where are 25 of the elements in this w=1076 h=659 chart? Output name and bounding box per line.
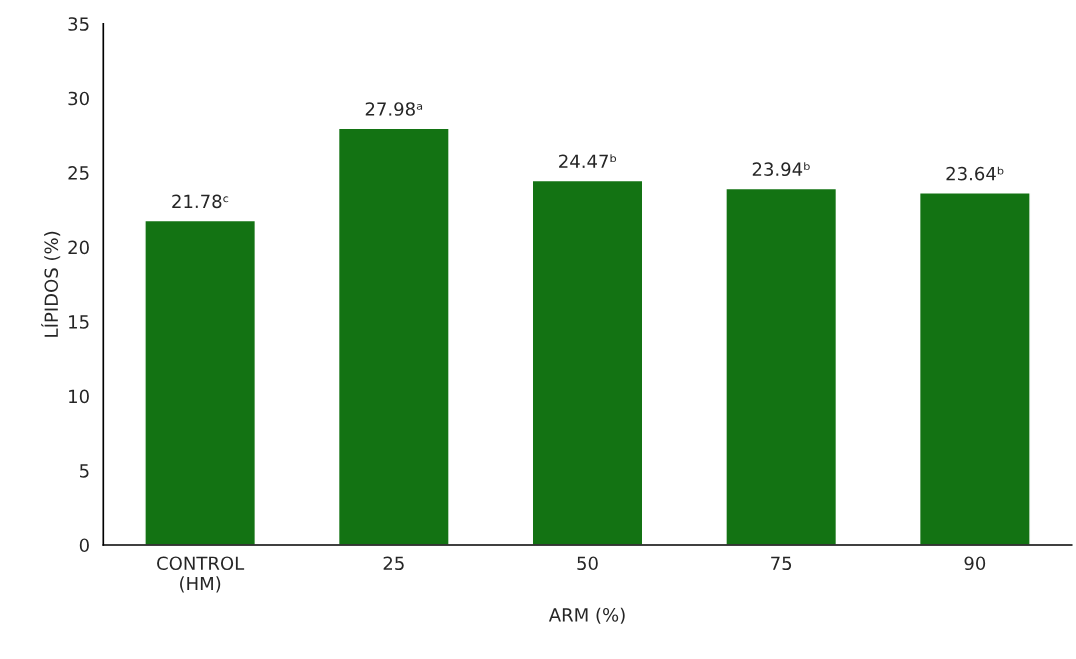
y-tick-label: 5 <box>80 464 89 478</box>
x-tick-label: CONTROL (HM) <box>157 556 245 593</box>
y-tick-label: 15 <box>69 315 89 329</box>
x-tick-label: 25 <box>383 556 404 571</box>
y-tick-label: 20 <box>68 240 89 255</box>
data-label: 23.64ᵇ <box>946 166 1004 181</box>
bar <box>531 179 644 545</box>
bar <box>725 187 838 545</box>
y-tick-label: 0 <box>79 538 89 553</box>
y-tick-label: 30 <box>68 91 89 106</box>
x-tick-label: 75 <box>771 556 792 571</box>
data-label: 21.78ᶜ <box>172 194 229 209</box>
y-axis-title: LÍPIDOS (%) <box>41 231 61 337</box>
bar <box>337 127 450 545</box>
bar <box>918 192 1031 545</box>
data-label: 23.94ᵇ <box>752 162 810 177</box>
y-tick-label: 25 <box>68 166 89 180</box>
data-label: 27.98ᵃ <box>365 102 423 116</box>
x-axis-title: ARM (%) <box>548 607 625 624</box>
data-label: 24.47ᵇ <box>559 154 617 168</box>
y-tick-label: 10 <box>69 389 89 404</box>
bar <box>144 219 257 545</box>
x-tick-label: 90 <box>964 556 986 571</box>
y-tick-label: 35 <box>68 17 89 31</box>
x-tick-label: 50 <box>577 556 598 571</box>
